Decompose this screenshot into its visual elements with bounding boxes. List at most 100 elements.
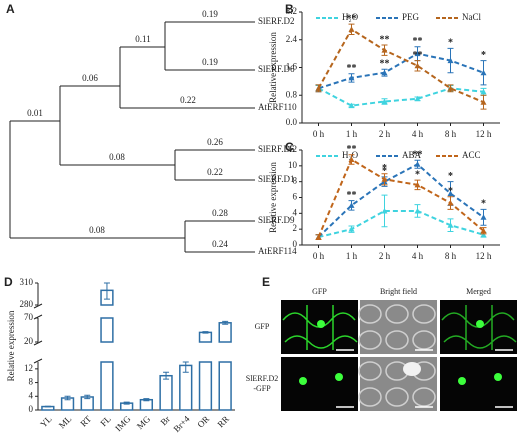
bar xyxy=(159,374,173,411)
leaf-label: SlERF.D9 xyxy=(258,215,295,225)
nucleus xyxy=(335,373,343,381)
y-tick-label: 2.4 xyxy=(286,34,298,44)
series-line xyxy=(317,163,485,238)
panel-letter: E xyxy=(262,275,270,289)
branch-label: 0.08 xyxy=(89,225,105,235)
point xyxy=(348,156,355,162)
branch-label: 0.24 xyxy=(212,239,228,249)
branch-label: 0.22 xyxy=(207,167,223,177)
y-tick-label: 1.6 xyxy=(286,62,298,72)
micrograph xyxy=(281,357,358,411)
y-axis-label: Relative expression xyxy=(268,162,278,233)
point xyxy=(447,200,454,206)
point xyxy=(381,207,388,214)
y-tick-label: 8 xyxy=(29,377,34,387)
x-tick-label: 8 h xyxy=(445,251,457,261)
point xyxy=(348,74,355,81)
column-label: Bright field xyxy=(380,287,417,296)
point xyxy=(447,85,454,91)
x-tick-label: RR xyxy=(215,414,231,430)
x-tick-label: 12 h xyxy=(476,251,492,261)
x-tick-label: IMG xyxy=(113,413,133,433)
point xyxy=(348,102,355,109)
significance: * xyxy=(415,169,420,180)
error-bar xyxy=(103,282,110,300)
series-line xyxy=(318,209,484,239)
bar xyxy=(198,361,213,411)
leaf-label: SlERF.D6 xyxy=(258,64,295,74)
micrograph xyxy=(440,357,517,411)
y-tick-label: 8 xyxy=(293,176,298,186)
series-line xyxy=(317,27,484,104)
x-tick-label: ML xyxy=(57,414,74,431)
panel-letter: A xyxy=(6,2,15,16)
y-tick-label: 6 xyxy=(293,192,298,202)
leaf-label: AtERF110 xyxy=(258,102,297,112)
significance: ** xyxy=(413,36,423,47)
x-tick-label: 8 h xyxy=(445,129,457,139)
legend-label: ACC xyxy=(462,150,481,160)
y-tick-label: 20 xyxy=(24,336,34,346)
legend-label: NaCl xyxy=(462,12,481,22)
highlight xyxy=(403,362,421,376)
cell xyxy=(385,330,409,350)
point xyxy=(447,57,454,64)
point xyxy=(381,47,388,53)
leaf-label: SlERF.D2 xyxy=(258,16,295,26)
y-tick-label: 0.0 xyxy=(286,117,298,127)
cell xyxy=(358,330,382,350)
x-tick-label: Br xyxy=(158,414,171,427)
cell xyxy=(412,304,436,324)
error-bar xyxy=(163,371,170,380)
x-tick-label: 0 h xyxy=(313,129,325,139)
series-line xyxy=(318,87,484,107)
branch-label: 0.28 xyxy=(212,208,228,218)
error-bar xyxy=(44,405,51,408)
column-label: GFP xyxy=(312,287,327,296)
error-bar xyxy=(222,320,229,325)
x-tick-label: 0 h xyxy=(313,251,325,261)
error-bar xyxy=(202,331,209,334)
significance: * xyxy=(382,166,387,177)
bar xyxy=(139,398,154,411)
significance: * xyxy=(481,199,486,210)
cell xyxy=(358,361,382,381)
axis-break xyxy=(33,303,43,320)
significance: ** xyxy=(347,63,357,74)
column-label: Merged xyxy=(466,287,491,296)
x-tick-label: 1 h xyxy=(346,251,358,261)
point xyxy=(480,231,487,238)
bar xyxy=(218,361,232,411)
tree-branches xyxy=(9,21,255,253)
branch-label: 0.08 xyxy=(109,152,125,162)
point xyxy=(414,62,421,69)
y-tick-label: 12 xyxy=(288,144,297,154)
point xyxy=(447,222,454,228)
x-tick-label: 12 h xyxy=(476,129,492,139)
legend-label: ABA xyxy=(402,150,422,160)
row-label: GFP xyxy=(255,322,270,331)
x-tick-label: OR xyxy=(195,414,211,430)
bar xyxy=(100,317,114,343)
bar xyxy=(198,331,213,343)
row-label: SlERF.D2 xyxy=(246,374,278,383)
significance: ** xyxy=(347,190,357,201)
point xyxy=(414,207,421,214)
error-bar xyxy=(123,401,130,405)
bar xyxy=(218,322,232,343)
point xyxy=(348,202,355,208)
significance: ** xyxy=(413,150,423,161)
y-tick-label: 280 xyxy=(20,299,34,309)
leaf-label: SlERF.D5 xyxy=(258,144,295,154)
y-tick-label: 10 xyxy=(288,160,298,170)
branch-label: 0.26 xyxy=(207,137,223,147)
x-tick-label: 4 h xyxy=(412,129,424,139)
point xyxy=(315,85,322,91)
y-tick-label: 0 xyxy=(29,404,34,414)
leaf-label: AtERF114 xyxy=(258,246,297,256)
significance: * xyxy=(448,186,453,197)
y-tick-label: 12 xyxy=(24,363,33,373)
y-tick-label: 70 xyxy=(24,312,34,322)
cell xyxy=(412,330,436,350)
